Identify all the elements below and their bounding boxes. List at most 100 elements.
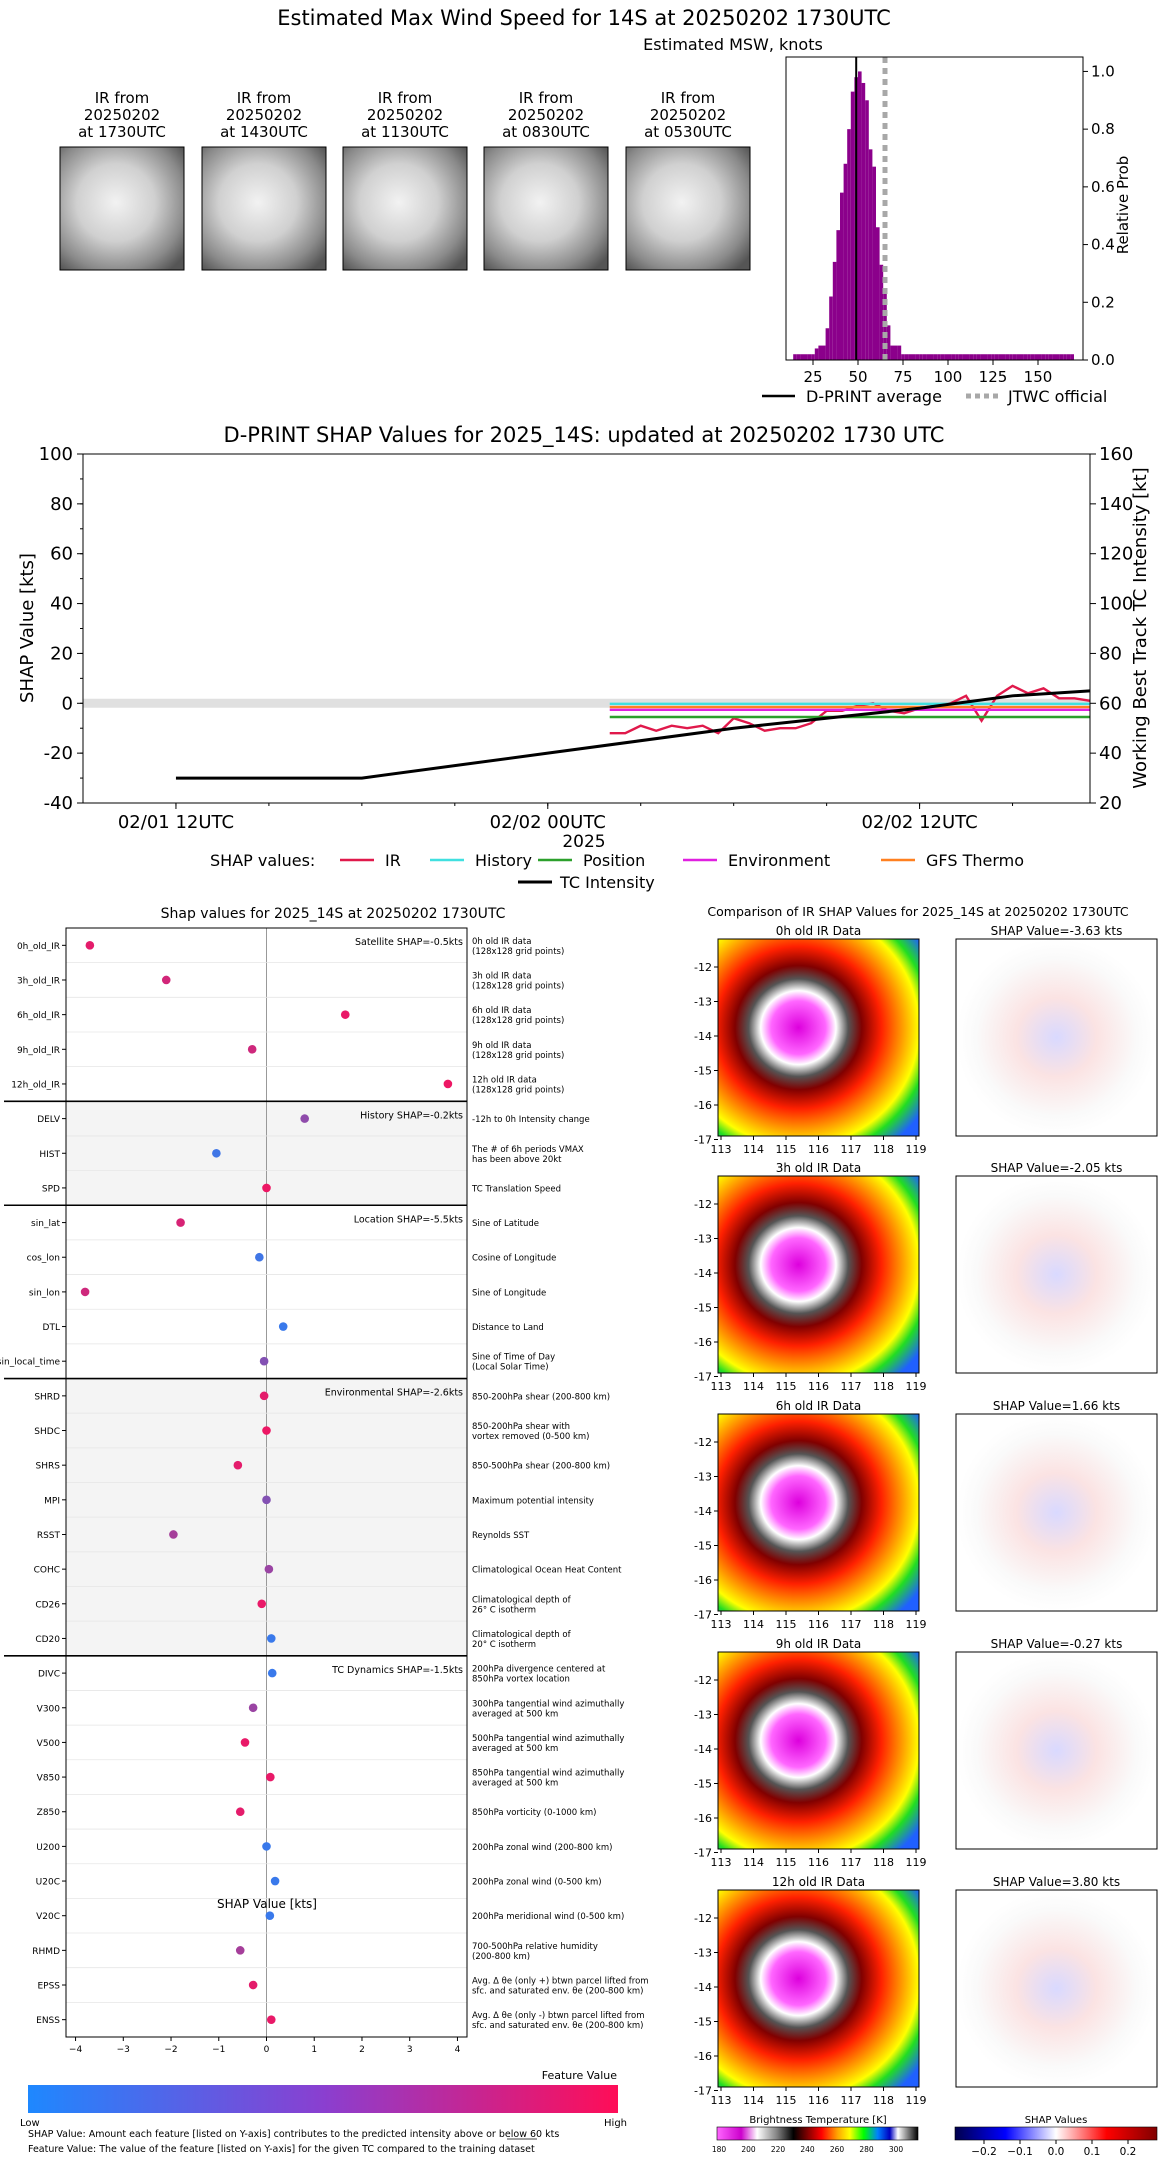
lat-tick-label: -15 [694,1302,712,1315]
feature-dot [240,1738,250,1747]
ts-ytick-right-label: 120 [1099,544,1133,565]
ir-map [717,1175,920,1374]
feature-shap-panel: Shap values for 2025_14S at 20250202 173… [0,906,649,2055]
hist-bar [872,166,876,360]
feature-dot [262,1842,271,1851]
lat-tick-label: -13 [694,1947,712,1960]
feature-dot [266,1772,275,1782]
shap-panel-title: SHAP Value=1.66 kts [993,1399,1120,1413]
shap-map [955,1651,1158,1850]
ts-ytick-label: 20 [50,643,73,664]
hist-ytick-label: 0.4 [1091,236,1115,254]
lat-tick-label: -14 [694,1505,712,1518]
ir-map [717,938,920,1137]
feature-name: 3h_old_IR [17,976,60,986]
ts-xtick-label: 02/02 12UTC [861,812,977,833]
colorbar-low: Low [20,2118,40,2129]
ir-map [717,1413,920,1612]
hist-xtick-label: 125 [979,368,1008,386]
feature-description: Reynolds SST [472,1531,530,1541]
shap-panel-title: SHAP Value=-0.27 kts [991,1637,1123,1651]
feature-description: 850hPa vortex location [472,1675,570,1685]
hist-bar [933,354,938,360]
ir-thumb-image [625,146,751,271]
feature-description: The # of 6h periods VMAX [471,1145,584,1155]
hist-bar [1034,354,1038,360]
bt-tick-label: 240 [800,2145,815,2154]
feature-dot [270,1876,280,1886]
hist-bar [908,354,912,360]
lat-tick-label: -17 [694,1609,712,1622]
hist-bar [804,354,808,360]
hist-bar [976,354,981,360]
hist-bar [966,354,970,360]
hist-bar [822,345,826,360]
lon-tick-label: 116 [808,1618,829,1631]
lon-tick-label: 114 [743,1380,764,1393]
lat-tick-label: -16 [694,1336,712,1349]
feature-description: 0h old IR data [472,937,531,947]
bt-colorbar: Brightness Temperature [K] 180 200 220 240 2… [712,2115,919,2154]
ir-thumb-label-line: IR from [378,89,433,107]
ts-ytick-label: -20 [44,743,73,764]
hist-bar [984,354,988,360]
lon-tick-label: 115 [776,1380,797,1393]
hist-bar [901,354,905,360]
hist-bar [919,354,923,360]
lat-tick-label: -17 [694,1847,712,1860]
feat-xtick-label: 4 [455,2045,461,2055]
shap-panel-title: SHAP Value=3.80 kts [993,1875,1120,1889]
feature-description: 3h old IR data [472,971,531,981]
shap-tick-label: 0.0 [1048,2146,1065,2158]
feature-description: 200hPa meridional wind (0-500 km) [472,1912,624,1922]
feature-description: (Local Solar Time) [472,1363,549,1373]
hist-bar [843,163,848,360]
hist-bar [858,71,862,360]
legend-dprint-average: D-PRINT average [806,387,942,406]
feature-description: (128x128 grid points) [472,1085,564,1095]
feature-dot [262,1495,271,1505]
hist-bar [998,354,1002,360]
ts-xtick-label: 02/01 12UTC [118,812,234,833]
ts-frame [82,453,1091,804]
feat-xlabel: SHAP Value [kts] [217,1897,317,1911]
feature-dot [264,1564,274,1574]
feature-name: EPSS [37,1982,60,1992]
bt-tick-label: 220 [771,2145,786,2154]
feature-description: 200hPa divergence centered at [472,1665,606,1675]
feature-name: RSST [37,1531,61,1541]
lon-tick-label: 114 [743,1143,764,1156]
feat-xtick-label: −2 [164,2045,177,2055]
ir-map [717,1651,920,1850]
feature-description: 6h old IR data [472,1006,531,1016]
hist-xtick-label: 100 [934,368,963,386]
lon-tick-label: 119 [906,1380,927,1393]
hist-bar [1027,354,1031,360]
colorbar-high: High [604,2118,627,2129]
feat-xtick-label: −4 [69,2045,83,2055]
hist-bar [991,354,995,360]
lon-tick-label: 114 [743,1856,764,1869]
feature-dot [300,1114,309,1123]
ts-ytick-label: 60 [50,544,73,565]
ir-thumb-label-line: 20250202 [84,106,160,124]
lon-tick-label: 119 [906,1856,927,1869]
ir-thumb-label-line: IR from [237,89,292,107]
feature-name: CD20 [35,1635,60,1645]
feature-dot [248,1980,258,1990]
feature-description: 850hPa vorticity (0-1000 km) [472,1808,596,1818]
lat-tick-label: -14 [694,1267,712,1280]
hist-bar [811,354,815,360]
lat-tick-label: -13 [694,1233,712,1246]
legend-entry: TC Intensity [559,873,655,892]
lat-tick-label: -15 [694,2016,712,2029]
hist-bar [861,82,866,360]
lat-tick-label: -14 [694,1981,712,1994]
feature-description: Climatological Ocean Heat Content [472,1566,622,1576]
shap-tick-label: −0.1 [1007,2146,1033,2158]
shap-tick-label: −0.2 [971,2146,997,2158]
ir-thumb-image [342,146,468,271]
feat-xtick-label: 0 [264,2045,270,2055]
lon-tick-label: 119 [906,1143,927,1156]
ir-panel-title: 9h old IR Data [776,1637,862,1651]
